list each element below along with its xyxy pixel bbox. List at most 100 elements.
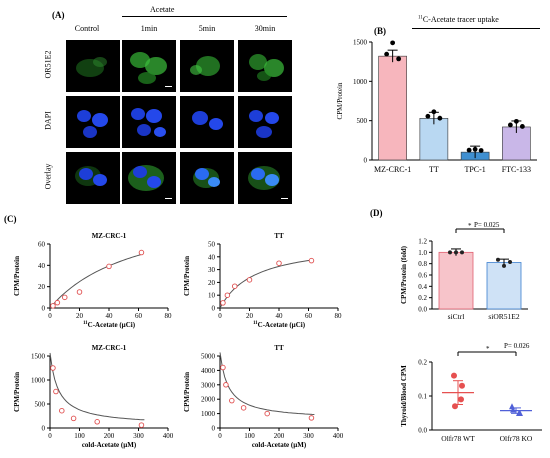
panel-a-label: (A)	[52, 10, 65, 20]
x-tick-label: 300	[133, 432, 144, 440]
data-point	[472, 146, 478, 152]
y-tick-label: 0.2	[418, 359, 427, 367]
y-tick-label: 0.8	[418, 260, 427, 268]
p-value-label: P= 0.026	[504, 342, 530, 350]
column-label-5min: 5min	[198, 24, 216, 33]
significance-star: *	[468, 222, 472, 230]
x-tick-label: 200	[104, 432, 115, 440]
data-point	[94, 419, 100, 425]
data-point	[516, 410, 522, 416]
y-tick-label: 1.0	[418, 249, 427, 257]
y-tick-label: 0	[212, 425, 216, 433]
y-tick-label: 0.4	[418, 283, 427, 291]
micrograph-overlay-5min	[180, 152, 234, 204]
data-point	[496, 257, 500, 262]
x-tick-label: 80	[165, 312, 173, 320]
y-axis-label: Thyroid/Blood CPM	[400, 365, 408, 427]
data-point	[451, 372, 457, 379]
panel-b-title: 11C-Acetate tracer uptake	[418, 15, 499, 24]
data-point	[138, 249, 145, 256]
x-tick-label: 400	[333, 432, 344, 440]
data-point	[59, 407, 65, 414]
chart-b: 0 500 1000 1500 CPM/Protein MZ-CRC-1 TT TPC-1 FT…	[336, 39, 537, 174]
row-label-or51e2: OR51E2	[43, 50, 53, 79]
x-tick-label: TT	[429, 165, 439, 174]
micrograph-overlay-1min	[122, 152, 176, 204]
panel-b-label: (B)	[374, 26, 386, 36]
y-tick-label: 0.1	[418, 393, 427, 401]
fit-curve	[219, 352, 315, 415]
micrograph-overlay-30min	[238, 152, 292, 204]
data-point	[246, 277, 253, 283]
x-tick-label: Olfr78 KO	[500, 434, 533, 443]
significance-star: *	[486, 345, 490, 353]
micrograph-or51e2-5min	[180, 40, 234, 92]
bar	[378, 55, 407, 161]
x-tick-label: 300	[303, 432, 314, 440]
fit-curve	[49, 352, 145, 421]
chart-c1: MZ-CRC-1 0 20 40 60 0 20 40 60 80 11C-Acetate (µCi…	[13, 232, 173, 329]
y-tick-label: 500	[357, 117, 368, 125]
bar	[438, 251, 474, 310]
micrograph-or51e2-1min	[122, 40, 176, 92]
micrograph-dapi-30min	[238, 96, 292, 148]
y-tick-label: 0	[364, 157, 368, 165]
column-label-1min: 1min	[140, 24, 158, 33]
y-tick-label: 0	[42, 425, 46, 433]
micrograph-overlay-control	[66, 152, 120, 204]
data-point	[384, 51, 390, 57]
data-point	[76, 289, 83, 295]
y-tick-label: 40	[38, 262, 46, 270]
data-point	[509, 403, 515, 410]
column-label-control: Control	[74, 24, 100, 33]
data-point	[220, 300, 226, 306]
data-point	[425, 113, 431, 119]
data-point	[508, 259, 512, 264]
x-tick-label: FTC-133	[502, 165, 531, 174]
chart-title: TT	[274, 232, 284, 240]
chart-d2: 0.0 0.1 0.2 Thyroid/Blood CPM Olfr78 WT Olfr7…	[400, 342, 542, 443]
p-value-label: P= 0.025	[474, 221, 500, 229]
x-axis-label: 11C-Acetate (µCi)	[83, 321, 136, 329]
chart-c4: TT 0 1000 2000 3000 4000 5000 0 100 200 300 400 cold…	[183, 344, 344, 449]
x-tick-label: 400	[163, 432, 174, 440]
data-point	[62, 294, 68, 301]
data-point	[50, 303, 56, 309]
bar	[419, 118, 449, 161]
panel-b-title-text: C-Acetate tracer uptake	[422, 15, 499, 24]
data-point	[396, 56, 402, 62]
data-point	[431, 109, 437, 115]
x-tick-label: Olfr78 WT	[441, 434, 475, 443]
data-point	[138, 422, 145, 428]
y-tick-label: 2000	[201, 396, 216, 404]
data-point	[53, 388, 59, 395]
chart-title: TT	[274, 344, 284, 352]
x-axis-label: cold-Acetate (µM)	[82, 441, 137, 449]
data-point	[54, 299, 61, 306]
y-tick-label: 0.0	[418, 306, 427, 314]
y-tick-label: 1000	[201, 410, 216, 418]
panel-b-title-sup: 11	[418, 15, 423, 21]
y-tick-label: 500	[35, 401, 46, 409]
data-point	[308, 257, 315, 264]
y-tick-label: 50	[208, 241, 216, 249]
y-tick-label: 40	[208, 253, 216, 261]
y-tick-label: 20	[38, 283, 46, 291]
y-tick-label: 10	[208, 292, 216, 300]
micrograph-dapi-control	[66, 96, 120, 148]
y-tick-label: 3000	[201, 381, 216, 389]
column-label-30min: 30min	[254, 24, 276, 33]
y-axis-label: CPM/Protein	[13, 256, 21, 296]
data-point	[454, 250, 458, 255]
fit-curve	[49, 253, 142, 309]
chart-title: MZ-CRC-1	[92, 232, 127, 240]
x-tick-label: TPC-1	[464, 165, 485, 174]
y-axis-label: CPM/Protein (fold)	[400, 245, 408, 304]
micrograph-dapi-1min	[122, 96, 176, 148]
chart-c2: TT 0 10 20 30 40 50 0 20 40 60 80 11C-Acetate (µCi) C…	[183, 232, 342, 329]
data-point	[50, 365, 56, 371]
data-point	[452, 403, 458, 410]
chart-title: MZ-CRC-1	[92, 344, 127, 352]
y-tick-label: 5000	[201, 353, 216, 361]
x-axis-label: 11C-Acetate (µCi)	[253, 321, 306, 329]
